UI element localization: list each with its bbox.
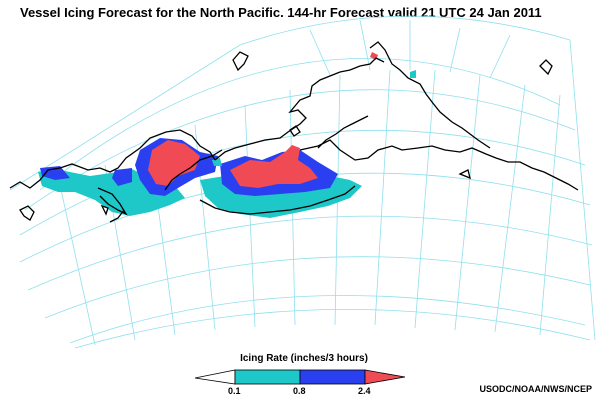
legend-threshold-label: 2.4 [358,386,371,396]
coastlines [9,41,579,223]
coastline-kamchatka [214,57,385,161]
meridian-line [494,84,526,333]
coastline-japan [97,187,128,216]
coastline-alaska [299,139,579,191]
coastline-small [289,125,301,137]
icing-moderate-area [40,166,70,180]
coastline-small [539,59,553,76]
parallel-line [44,256,591,319]
icing-moderate-area [112,168,132,186]
meridian-line [244,104,256,328]
map-boundary [9,44,241,191]
legend-colorbar [194,369,406,385]
legend-swatch-moderate [299,369,366,385]
legend-swatch-none [194,369,236,385]
coastline-alaska-north [369,41,491,149]
legend-title: Icing Rate (inches/3 hours) [240,353,368,364]
parallel-line [69,295,586,344]
coastline-small [232,51,249,72]
parallel-line [24,89,576,211]
icing-heavy-area [148,140,200,186]
meridian-line [359,19,371,71]
coastline-kuril [109,209,125,223]
meridian-line [309,29,331,76]
coastline-small [19,205,35,221]
meridian-line [454,74,481,331]
meridian-line [59,184,96,346]
map-boundary [74,308,591,349]
legend-swatch-heavy [364,369,406,385]
legend-swatch-light [234,369,301,385]
meridian-line [449,27,461,73]
coastline-small [458,169,471,180]
coastline-alaska-west [317,115,369,149]
meridian-line [539,94,561,336]
credit-text: USODC/NOAA/NWS/NCEP [479,384,592,394]
legend-threshold-label: 0.8 [293,386,306,396]
coastline-sakhalin [164,149,223,191]
meridian-line [489,34,511,79]
coastline-small [100,204,109,216]
icing-light-area [410,70,416,78]
coastline-asia [9,129,216,189]
legend-threshold-label: 0.1 [228,386,241,396]
map-boundary [569,39,596,341]
icing-areas [38,52,416,218]
meridian-line [374,69,391,326]
coastline-aleutians [199,185,356,215]
icing-heavy-area [230,145,318,188]
parallel-line [39,58,561,191]
map-boundary [239,15,571,46]
parallel-line [27,215,593,291]
meridian-line [414,69,436,329]
